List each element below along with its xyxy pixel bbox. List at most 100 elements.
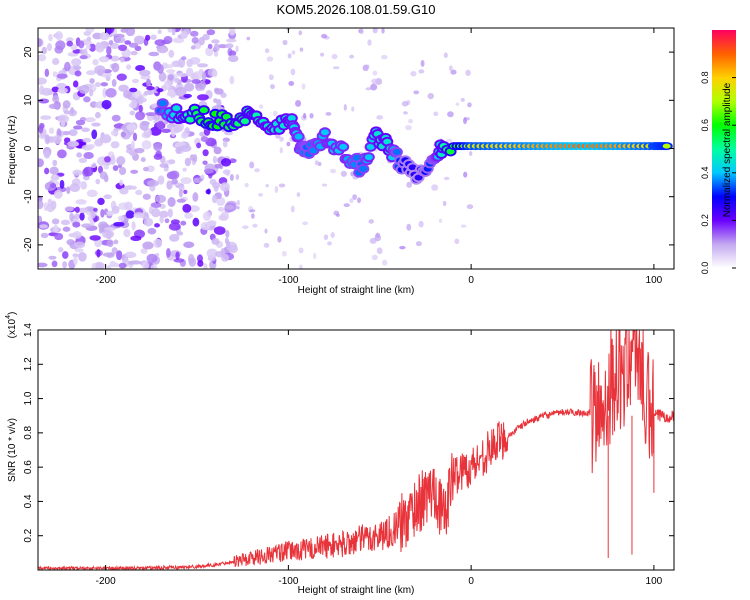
spectrogram-speckle (228, 28, 236, 36)
spectrogram-ridge-core (339, 143, 348, 150)
spectrogram-speckle (374, 234, 382, 242)
spectrogram-speckle (142, 193, 151, 200)
spectrogram-speckle (168, 49, 175, 58)
spectrogram-speckle (113, 221, 125, 227)
spectrogram-speckle (449, 65, 453, 72)
spectrogram-speckle (139, 69, 151, 77)
spectrogram-speckle (95, 178, 101, 185)
spectrogram-ridge-core (366, 143, 375, 150)
spectrogram-speckle (46, 203, 55, 213)
spectrogram-xtick-label: 100 (646, 275, 663, 286)
spectrogram-speckle (131, 221, 136, 231)
spectrogram-speckle (321, 183, 328, 187)
spectrogram-speckle (106, 239, 114, 248)
spectrogram-speckle (433, 111, 439, 117)
spectrogram-speckle (420, 60, 425, 67)
spectrogram-speckle (259, 104, 264, 109)
spectrogram-speckle (89, 78, 95, 84)
spectrogram-speckle (228, 54, 239, 63)
spectrogram-speckle (72, 125, 83, 130)
spectrogram-speckle (184, 212, 193, 219)
spectrogram-speckle (81, 127, 90, 133)
spectrogram-speckle (96, 248, 101, 258)
spectrogram-speckle (146, 85, 155, 91)
spectrogram-speckle (431, 184, 439, 191)
snr-multiplier: (x104) (5, 312, 18, 339)
spectrogram-speckle (460, 97, 465, 102)
spectrogram-speckle (235, 174, 240, 180)
spectrogram-speckle (62, 226, 71, 232)
spectrogram-speckle (164, 218, 170, 224)
spectrogram-speckle (357, 197, 361, 204)
snr-ytick-label: 0.8 (23, 425, 34, 439)
spectrogram-speckle (200, 221, 211, 231)
spectrogram-speckle (138, 104, 143, 113)
spectrogram-speckle (66, 37, 74, 42)
spectrogram-speckle (372, 28, 378, 34)
spectrogram-ridge-core (352, 154, 361, 161)
spectrogram-ridge-core (364, 154, 373, 161)
spectrogram-speckle (73, 256, 78, 266)
spectrogram-speckle (226, 240, 231, 249)
spectrogram-speckle (71, 58, 82, 66)
spectrogram-speckle (38, 200, 44, 210)
spectrogram-speckle (133, 35, 145, 45)
spectrogram-speckle (254, 168, 261, 173)
spectrogram-speckle (181, 56, 187, 61)
spectrogram-speckle (78, 84, 90, 94)
spectrogram-speckle (443, 52, 448, 59)
spectrogram-speckle (66, 186, 71, 194)
spectrogram-speckle (99, 31, 110, 41)
spectrogram-speckle (166, 69, 176, 74)
spectrogram-speckle (76, 152, 83, 158)
spectrogram-speckle (185, 67, 194, 77)
spectrogram-speckle (116, 73, 127, 81)
spectrogram-speckle (228, 244, 238, 254)
spectrogram-speckle (279, 136, 284, 142)
spectrogram-speckle (93, 261, 105, 269)
snr-plot-area (38, 330, 674, 570)
spectrogram-speckle (184, 82, 195, 92)
spectrogram-speckle (176, 198, 186, 203)
spectrogram-speckle (321, 33, 328, 39)
spectrogram-speckle (212, 155, 218, 164)
spectrogram-speckle (418, 69, 425, 74)
spectrogram-speckle (46, 43, 53, 52)
spectrogram-ridge-core (383, 138, 392, 145)
spectrogram-speckle (44, 134, 51, 145)
colorbar-gradient (712, 30, 736, 268)
spectrogram-speckle (264, 48, 270, 54)
spectrogram-speckle (213, 43, 220, 52)
spectrogram-speckle (197, 260, 204, 267)
spectrogram-speckle (129, 87, 138, 93)
spectrogram-speckle (463, 117, 467, 125)
snr-multiplier-exp: 4 (5, 315, 12, 319)
spectrogram-speckle (108, 39, 114, 46)
spectrogram-speckle (182, 167, 187, 172)
spectrogram-speckle (169, 90, 176, 99)
spectrogram-speckle (53, 224, 59, 233)
snr-xtick-label: 0 (468, 576, 474, 587)
spectrogram-speckle (118, 262, 127, 269)
spectrogram-speckle (290, 205, 295, 213)
spectrogram-speckle (206, 188, 211, 195)
spectrogram-speckle (329, 168, 337, 174)
spectrogram-speckle (298, 247, 304, 254)
spectrogram-speckle (73, 65, 82, 71)
spectrogram-speckle (202, 211, 211, 221)
spectrogram-speckle (408, 118, 414, 124)
spectrogram-speckle (252, 223, 258, 228)
spectrogram-speckle (130, 140, 135, 151)
spectrogram-speckle (83, 151, 94, 160)
spectrogram-speckle (110, 155, 116, 166)
spectrogram-speckle (351, 106, 355, 112)
spectrogram-speckle (103, 194, 112, 200)
spectrogram-speckle (343, 203, 350, 208)
spectrogram-speckle (94, 111, 101, 119)
spectrogram-speckle (38, 38, 43, 47)
spectrogram-speckle (133, 212, 145, 219)
spectrogram-speckle (163, 36, 173, 44)
spectrogram-speckle (84, 117, 96, 123)
spectrogram-speckle (52, 159, 58, 167)
spectrogram-speckle (277, 236, 282, 243)
